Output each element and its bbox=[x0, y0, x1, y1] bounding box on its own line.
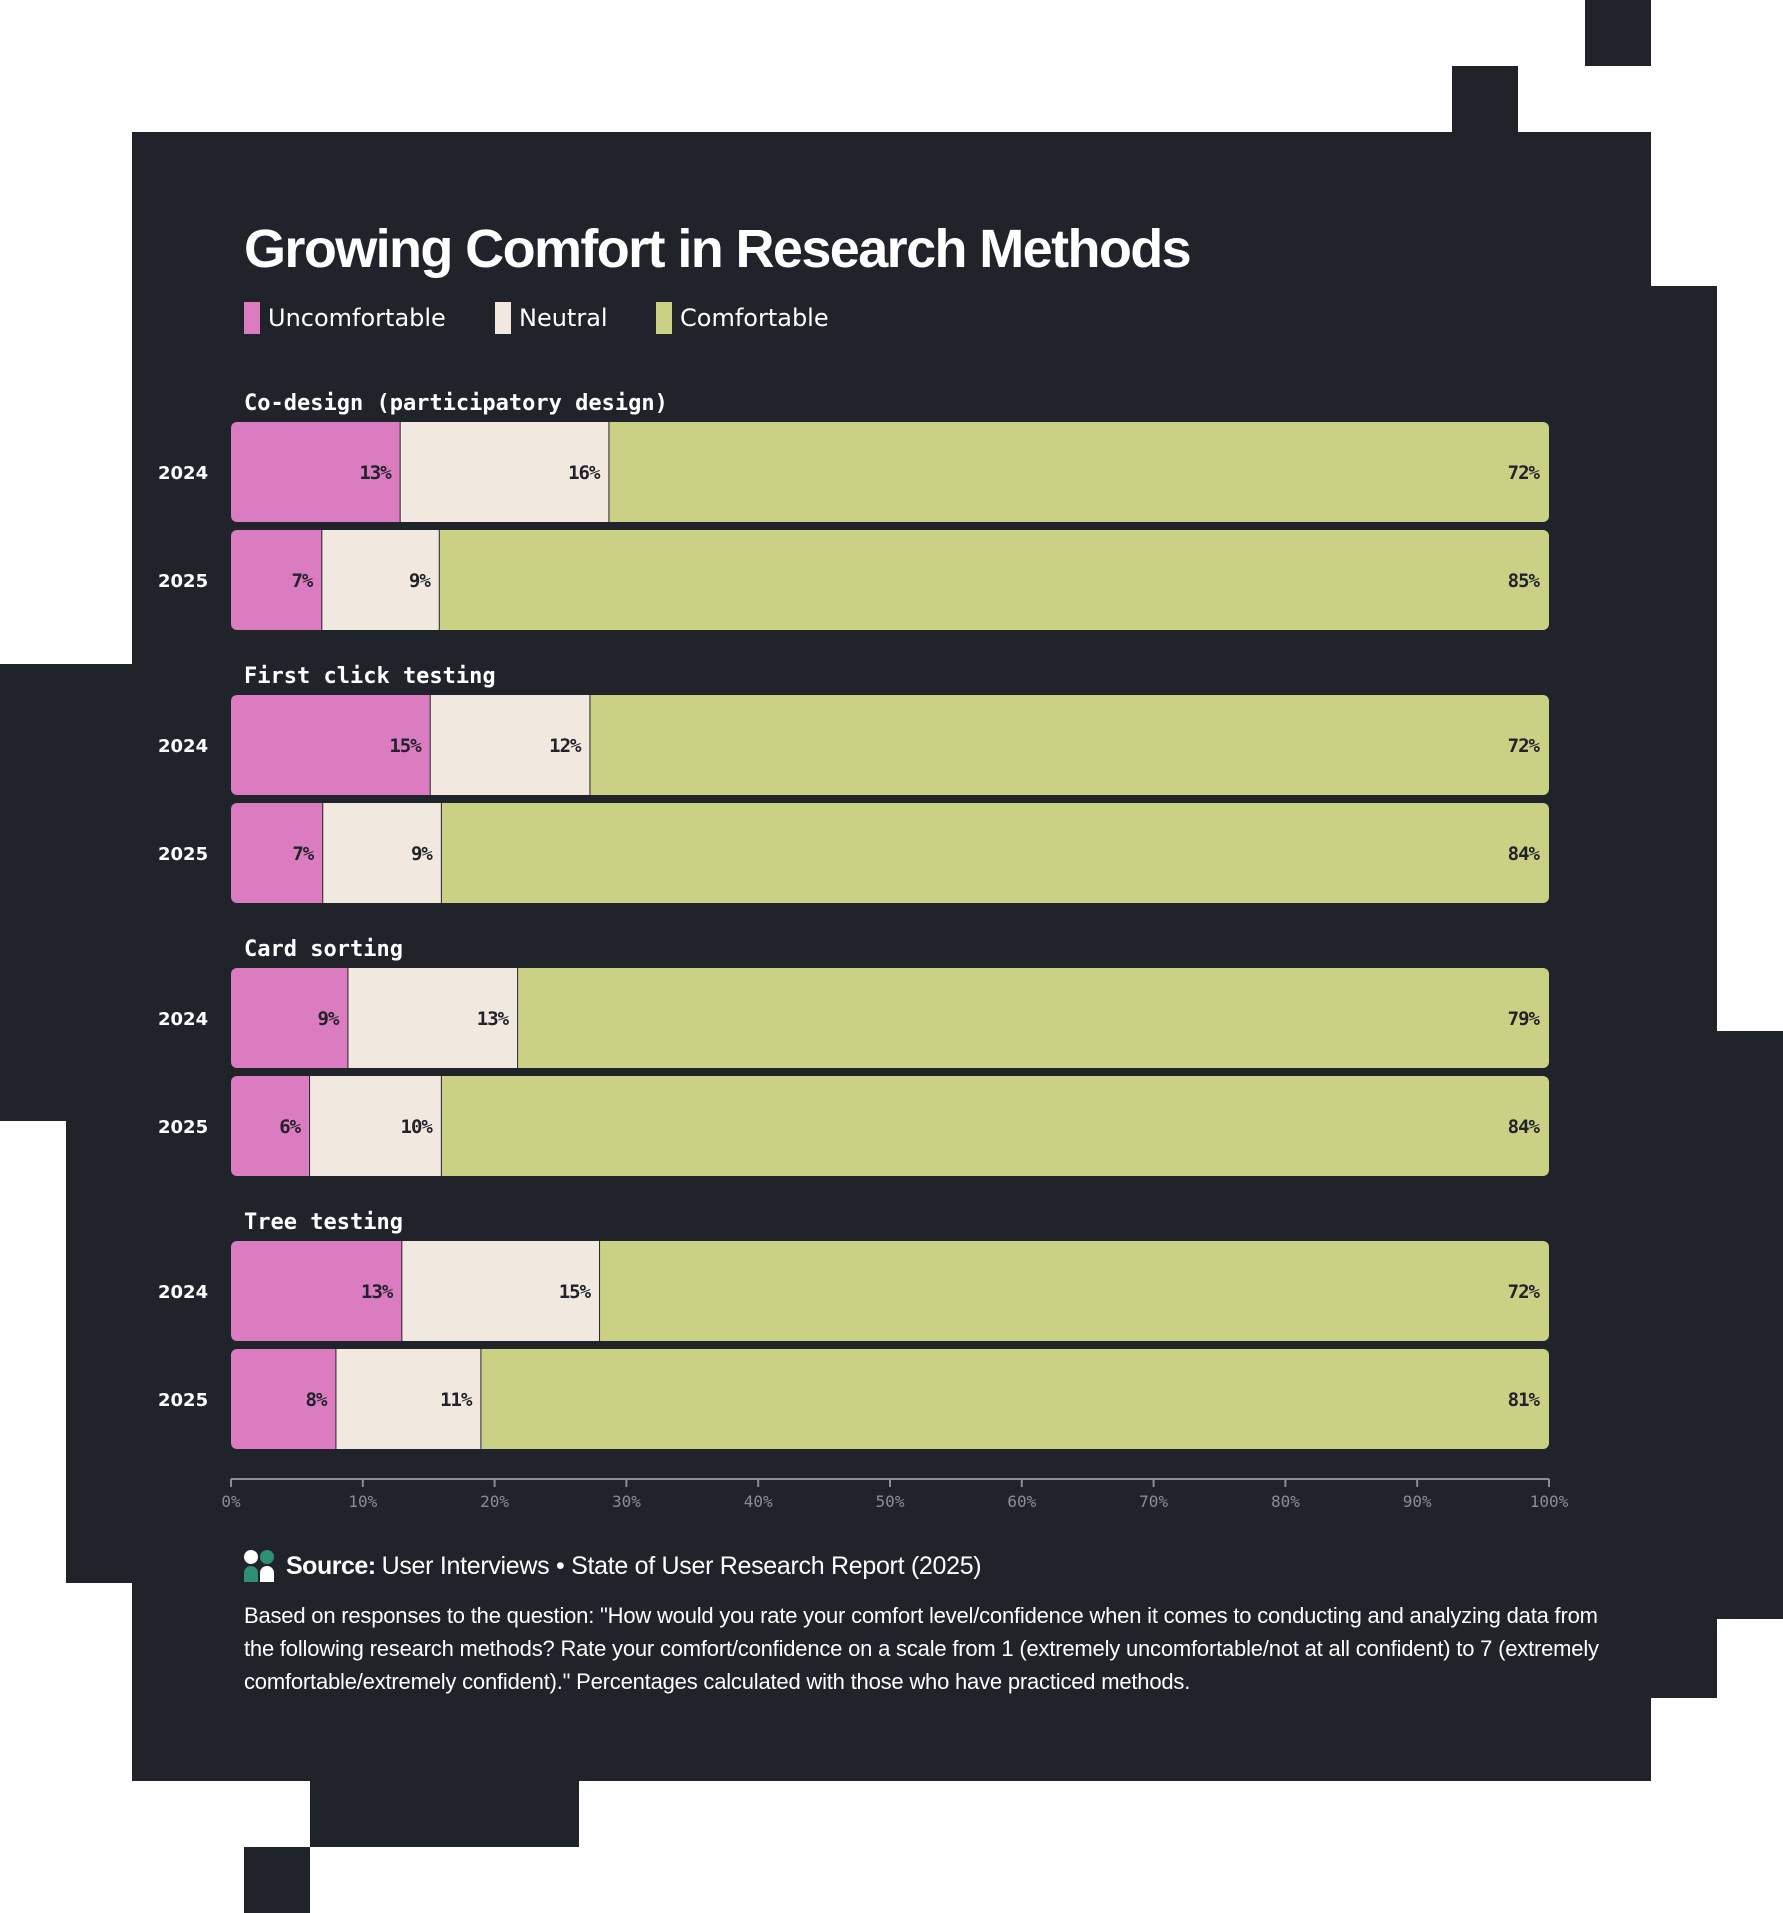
data-label-uncomfortable: 7% bbox=[291, 570, 313, 592]
x-axis-tick-label: 50% bbox=[876, 1492, 905, 1511]
year-label: 2024 bbox=[158, 1009, 208, 1030]
data-label-uncomfortable: 15% bbox=[389, 735, 422, 757]
bar-segment-neutral bbox=[402, 1241, 600, 1341]
bar-segment-neutral bbox=[400, 422, 609, 522]
bar-segment-uncomfortable bbox=[231, 1241, 402, 1341]
x-axis-tick-label: 60% bbox=[1007, 1492, 1036, 1511]
legend-swatch-comfortable bbox=[656, 302, 672, 334]
decor-block bbox=[310, 1781, 579, 1847]
data-label-comfortable: 84% bbox=[1508, 843, 1541, 865]
bar-segment-neutral bbox=[336, 1349, 481, 1449]
legend-swatch-neutral bbox=[495, 302, 511, 334]
bar-segment-comfortable bbox=[441, 1076, 1549, 1176]
decor-block bbox=[0, 664, 132, 1121]
bar-segment-uncomfortable bbox=[231, 1076, 310, 1176]
decor-block bbox=[1452, 66, 1518, 132]
data-label-neutral: 9% bbox=[409, 570, 431, 592]
data-label-neutral: 12% bbox=[549, 735, 582, 757]
year-label: 2024 bbox=[158, 736, 208, 757]
x-axis-tick-label: 80% bbox=[1271, 1492, 1300, 1511]
source-label: Source: bbox=[286, 1551, 376, 1580]
data-label-comfortable: 72% bbox=[1508, 462, 1541, 484]
bar-segment-comfortable bbox=[600, 1241, 1549, 1341]
x-axis-tick-label: 100% bbox=[1530, 1492, 1569, 1511]
legend-label-comfortable: Comfortable bbox=[680, 304, 829, 332]
data-label-uncomfortable: 13% bbox=[359, 462, 392, 484]
decor-block bbox=[66, 1121, 132, 1583]
bar-segment-neutral bbox=[430, 695, 590, 795]
legend-swatch-uncomfortable bbox=[244, 302, 260, 334]
x-axis-tick-label: 70% bbox=[1139, 1492, 1168, 1511]
source-text: User Interviews • State of User Research… bbox=[381, 1551, 982, 1580]
bar-segment-uncomfortable bbox=[231, 422, 400, 522]
bar-segment-comfortable bbox=[609, 422, 1549, 522]
group-title: First click testing bbox=[244, 664, 496, 689]
x-axis-tick-label: 10% bbox=[348, 1492, 377, 1511]
bar-segment-uncomfortable bbox=[231, 968, 348, 1068]
legend-item-comfortable: Comfortable bbox=[656, 300, 829, 336]
data-label-comfortable: 84% bbox=[1508, 1116, 1541, 1138]
decor-block bbox=[1585, 0, 1651, 66]
data-label-uncomfortable: 8% bbox=[306, 1389, 328, 1411]
chart-title: Growing Comfort in Research Methods bbox=[244, 219, 1192, 279]
bar-segment-comfortable bbox=[481, 1349, 1549, 1449]
bar-segment-neutral bbox=[323, 803, 441, 903]
bar-segment-comfortable bbox=[441, 803, 1549, 903]
x-axis-tick-label: 30% bbox=[612, 1492, 641, 1511]
data-label-neutral: 9% bbox=[411, 843, 433, 865]
bar-segment-uncomfortable bbox=[231, 695, 430, 795]
bar-segment-uncomfortable bbox=[231, 530, 322, 630]
data-label-uncomfortable: 9% bbox=[318, 1008, 340, 1030]
x-axis-tick-label: 0% bbox=[221, 1492, 241, 1511]
bar-segment-comfortable bbox=[439, 530, 1549, 630]
legend-item-neutral: Neutral bbox=[495, 300, 608, 336]
year-label: 2025 bbox=[158, 1390, 208, 1411]
bar-segment-uncomfortable bbox=[231, 1349, 336, 1449]
x-axis-tick-label: 40% bbox=[744, 1492, 773, 1511]
data-label-comfortable: 85% bbox=[1508, 570, 1541, 592]
source-line: Source: User Interviews • State of User … bbox=[244, 1550, 982, 1582]
legend-item-uncomfortable: Uncomfortable bbox=[244, 300, 446, 336]
decor-block bbox=[244, 1847, 310, 1913]
group-title: Tree testing bbox=[244, 1210, 403, 1235]
year-label: 2025 bbox=[158, 844, 208, 865]
year-label: 2024 bbox=[158, 463, 208, 484]
data-label-neutral: 13% bbox=[477, 1008, 510, 1030]
data-label-comfortable: 79% bbox=[1508, 1008, 1541, 1030]
data-label-uncomfortable: 7% bbox=[292, 843, 314, 865]
methodology-note: Based on responses to the question: "How… bbox=[244, 1603, 1599, 1694]
bar-segment-comfortable bbox=[518, 968, 1549, 1068]
user-interviews-logo-icon bbox=[244, 1550, 274, 1582]
data-label-neutral: 16% bbox=[568, 462, 601, 484]
group-title: Card sorting bbox=[244, 937, 403, 962]
year-label: 2025 bbox=[158, 571, 208, 592]
data-label-comfortable: 72% bbox=[1508, 735, 1541, 757]
bar-segment-neutral bbox=[322, 530, 439, 630]
data-label-uncomfortable: 6% bbox=[279, 1116, 301, 1138]
data-label-comfortable: 81% bbox=[1508, 1389, 1541, 1411]
bar-segment-uncomfortable bbox=[231, 803, 323, 903]
x-axis-tick-label: 20% bbox=[480, 1492, 509, 1511]
legend-label-neutral: Neutral bbox=[519, 304, 608, 332]
background-panel bbox=[132, 132, 1651, 1781]
decor-block bbox=[1717, 1031, 1783, 1619]
data-label-neutral: 10% bbox=[401, 1116, 434, 1138]
group-title: Co-design (participatory design) bbox=[244, 391, 668, 416]
bar-segment-neutral bbox=[310, 1076, 441, 1176]
data-label-comfortable: 72% bbox=[1508, 1281, 1541, 1303]
legend-label-uncomfortable: Uncomfortable bbox=[268, 304, 446, 332]
year-label: 2025 bbox=[158, 1117, 208, 1138]
data-label-neutral: 15% bbox=[559, 1281, 592, 1303]
data-label-neutral: 11% bbox=[440, 1389, 473, 1411]
bar-segment-neutral bbox=[348, 968, 518, 1068]
bar-segment-comfortable bbox=[590, 695, 1549, 795]
data-label-uncomfortable: 13% bbox=[361, 1281, 394, 1303]
x-axis-tick-label: 90% bbox=[1403, 1492, 1432, 1511]
decor-block bbox=[1651, 286, 1717, 1698]
year-label: 2024 bbox=[158, 1282, 208, 1303]
